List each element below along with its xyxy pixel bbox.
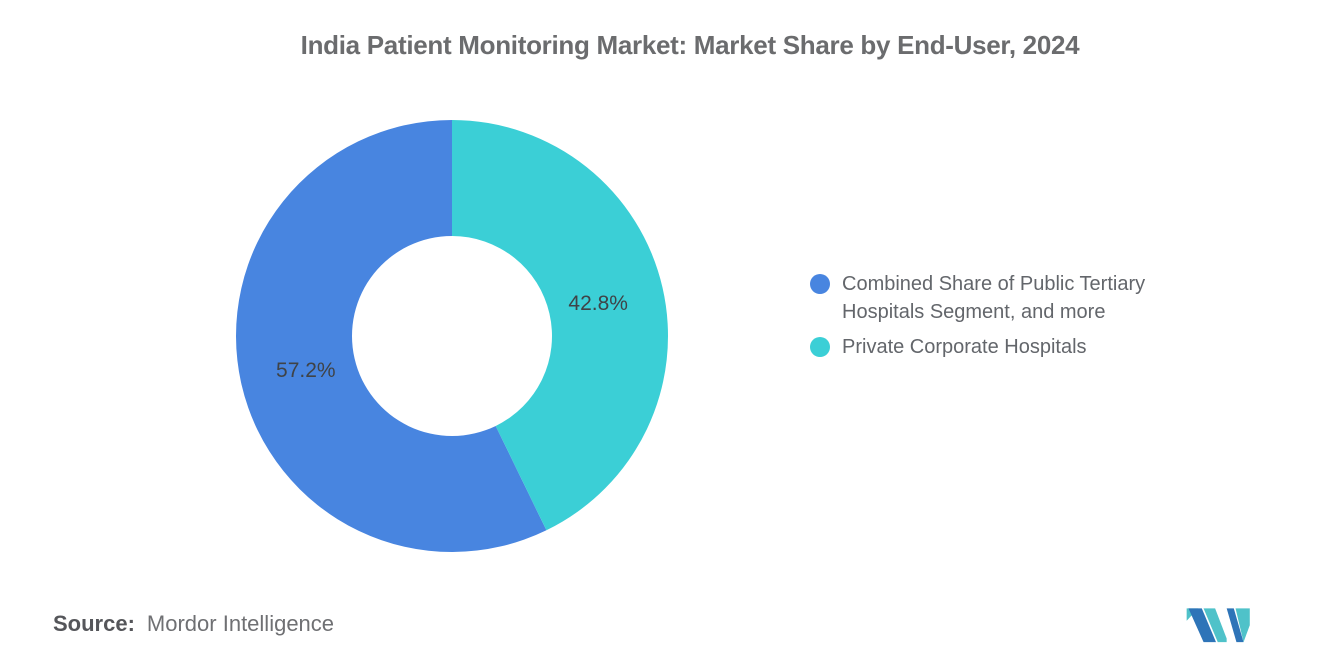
donut-slice[interactable]	[452, 120, 668, 531]
logo-shape-blue-band-right	[1226, 608, 1244, 643]
legend-item-public-tertiary[interactable]: Combined Share of Public Tertiary Hospit…	[810, 270, 1210, 326]
legend-swatch-icon	[810, 274, 830, 294]
chart-title: India Patient Monitoring Market: Market …	[300, 30, 1080, 60]
source-label: Source:	[53, 611, 135, 636]
logo-shape-blue-band-left	[1188, 608, 1216, 643]
donut-chart: 57.2% 42.8%	[212, 96, 692, 576]
legend-item-private-corporate[interactable]: Private Corporate Hospitals	[810, 333, 1210, 361]
logo-shape-teal-band-mid	[1203, 608, 1227, 643]
slice-data-label: 57.2%	[276, 359, 336, 382]
slice-data-label: 42.8%	[568, 292, 628, 315]
legend-item-label: Private Corporate Hospitals	[842, 336, 1087, 358]
source-value: Mordor Intelligence	[146, 611, 335, 636]
mordor-intelligence-logo-icon	[1186, 608, 1250, 643]
legend-swatch-icon	[810, 337, 830, 357]
donut-slice[interactable]	[235, 120, 547, 552]
logo-shape-teal-right	[1235, 608, 1250, 643]
legend-item-label: Combined Share of Public Tertiary Hospit…	[842, 273, 1146, 323]
chart-legend: Combined Share of Public Tertiary Hospit…	[810, 270, 1210, 368]
source-attribution: Source: Mordor Intelligence	[53, 611, 334, 637]
donut-chart-svg: 57.2% 42.8%	[235, 120, 668, 552]
